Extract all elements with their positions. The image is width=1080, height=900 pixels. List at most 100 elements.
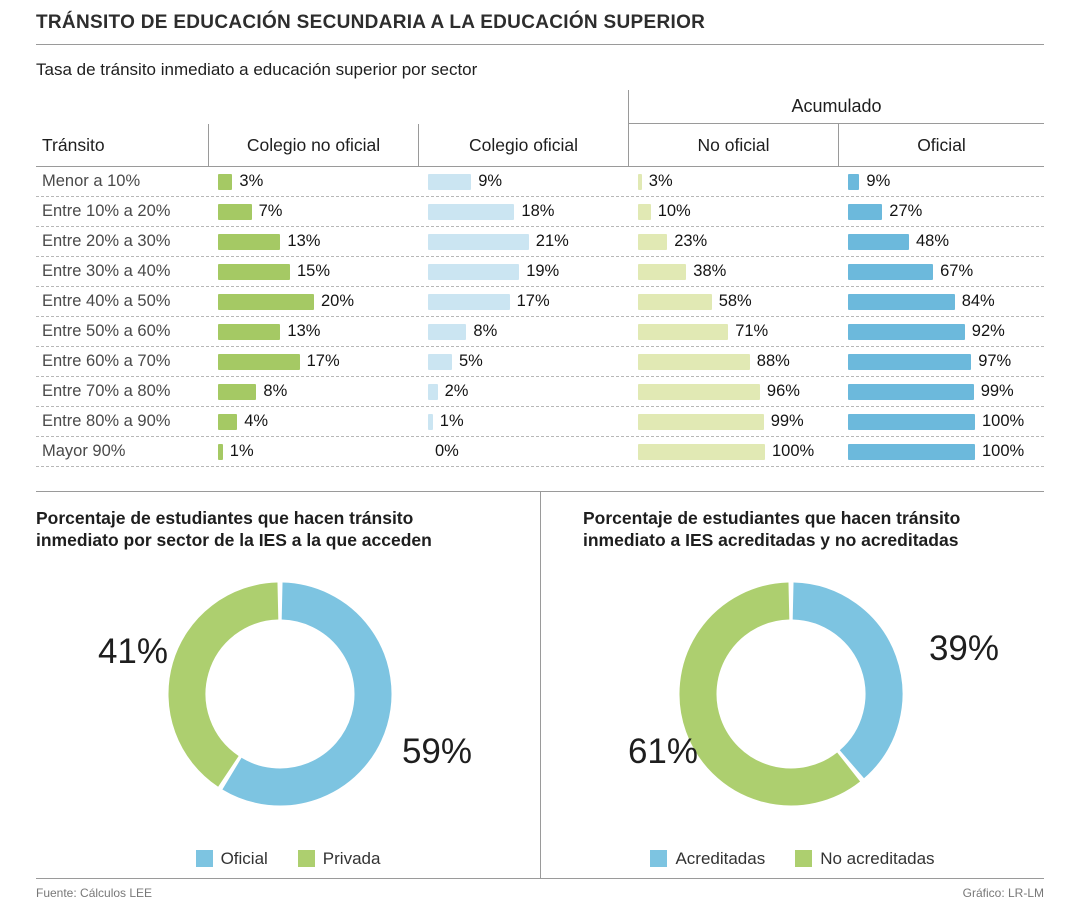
bar: [218, 413, 238, 430]
bar-cell: 96%: [628, 377, 838, 406]
legend-swatch-privada: [297, 850, 315, 868]
bar-value: 19%: [526, 262, 560, 280]
bar: [428, 413, 433, 430]
bar: [218, 353, 300, 370]
legend-acreditacion: Acreditadas No acreditadas: [541, 846, 1044, 872]
table-row: Entre 60% a 70% 17% 5% 88% 97%: [36, 347, 1044, 377]
bar-cell: 92%: [838, 317, 1044, 346]
bar-cell: 99%: [838, 377, 1044, 406]
legend-swatch-acreditadas: [650, 850, 668, 868]
bar: [218, 443, 223, 460]
bar: [218, 293, 314, 310]
bar-value: 88%: [756, 352, 790, 370]
pie-value-label: 59%: [401, 731, 473, 771]
bar: [638, 413, 764, 430]
bar-value: 100%: [982, 412, 1025, 430]
bar-value: 23%: [674, 232, 708, 250]
bar: [848, 383, 974, 400]
table-row: Entre 80% a 90% 4% 1% 99% 100%: [36, 407, 1044, 437]
legend-sector: Oficial Privada: [36, 846, 540, 872]
legend-item-acreditadas: Acreditadas: [650, 849, 765, 869]
bar: [218, 323, 281, 340]
bar-cell: 5%: [418, 347, 628, 376]
pie-value-label: 41%: [97, 631, 169, 671]
bar-value: 9%: [478, 172, 503, 190]
bar-value: 38%: [693, 262, 727, 280]
bar: [428, 233, 529, 250]
bar-cell: 1%: [418, 407, 628, 436]
bar: [428, 293, 510, 310]
bar-cell: 88%: [628, 347, 838, 376]
bar-cell: 99%: [628, 407, 838, 436]
bar: [428, 383, 438, 400]
table-group-header-row: Acumulado: [36, 90, 1044, 124]
legend-swatch-oficial: [195, 850, 213, 868]
bar-value: 67%: [940, 262, 974, 280]
bar-cell: 3%: [628, 167, 838, 196]
pie-panel-sector: Porcentaje de estudiantes que hacen trán…: [36, 492, 540, 878]
bar-cell: 7%: [208, 197, 418, 226]
bar-value: 5%: [459, 352, 483, 370]
bar-cell: 17%: [208, 347, 418, 376]
bar-cell: 15%: [208, 257, 418, 286]
bar: [218, 383, 257, 400]
bar-cell: 10%: [628, 197, 838, 226]
bar-cell: 19%: [418, 257, 628, 286]
column-header-colegio-oficial: Colegio oficial: [418, 124, 628, 166]
row-label: Entre 70% a 80%: [42, 382, 171, 400]
bar-value: 8%: [473, 322, 498, 340]
bar-cell: 58%: [628, 287, 838, 316]
bar: [428, 203, 515, 220]
row-label: Mayor 90%: [42, 442, 126, 460]
bar-value: 0%: [435, 442, 459, 460]
bar-cell: 8%: [418, 317, 628, 346]
table-row: Entre 40% a 50% 20% 17% 58% 84%: [36, 287, 1044, 317]
donut-area-acreditacion: 39% 61%: [541, 562, 1044, 842]
bar-cell: 100%: [628, 437, 838, 466]
legend-item-no-acreditadas: No acreditadas: [795, 848, 935, 869]
bar: [218, 233, 281, 250]
bar-cell: 9%: [418, 167, 628, 196]
bar-value: 27%: [889, 202, 923, 220]
column-header-colegio-no-oficial: Colegio no oficial: [208, 124, 418, 166]
transition-table: Acumulado Tránsito Colegio no oficial Co…: [36, 90, 1044, 467]
bar-cell: 2%: [418, 377, 628, 406]
group-header-acumulado: Acumulado: [628, 90, 1044, 124]
bar-value: 100%: [982, 442, 1025, 460]
donut-panels: Porcentaje de estudiantes que hacen trán…: [36, 492, 1044, 878]
bar: [218, 203, 252, 220]
legend-label-privada: Privada: [322, 848, 381, 868]
table-row: Entre 50% a 60% 13% 8% 71% 92%: [36, 317, 1044, 347]
row-label: Entre 40% a 50%: [42, 292, 171, 310]
pie-title-sector: Porcentaje de estudiantes que hacen trán…: [36, 508, 432, 550]
bar-value: 99%: [980, 382, 1014, 400]
bar-cell: 18%: [418, 197, 628, 226]
bar-cell: 20%: [208, 287, 418, 316]
donut-segment: [168, 582, 279, 787]
bar-cell: 13%: [208, 317, 418, 346]
bar-value: 18%: [521, 202, 555, 220]
bar-value: 21%: [535, 232, 569, 250]
bar-cell: 67%: [838, 257, 1044, 286]
bar-value: 1%: [439, 412, 464, 430]
bar-value: 100%: [772, 442, 815, 460]
bar-value: 3%: [239, 172, 264, 190]
pie-panel-acreditacion: Porcentaje de estudiantes que hacen trán…: [540, 492, 1044, 878]
bar: [848, 293, 955, 310]
bar: [638, 443, 765, 460]
legend-label-no-acreditadas: No acreditadas: [820, 848, 935, 868]
bar-value: 2%: [444, 382, 469, 400]
row-label: Entre 60% a 70%: [42, 352, 171, 370]
bar: [218, 173, 233, 190]
table-row: Mayor 90% 1% 0% 100% 100%: [36, 437, 1044, 467]
bar-value: 3%: [648, 172, 673, 190]
bar: [428, 323, 467, 340]
footer-source: Fuente: Cálculos LEE: [36, 886, 153, 900]
bar-value: 1%: [229, 442, 254, 460]
section-divider: [36, 491, 1044, 492]
donut-segment: [679, 582, 861, 806]
title-divider: [36, 44, 1044, 45]
bar-cell: 13%: [208, 227, 418, 256]
bar-value: 17%: [306, 352, 340, 370]
